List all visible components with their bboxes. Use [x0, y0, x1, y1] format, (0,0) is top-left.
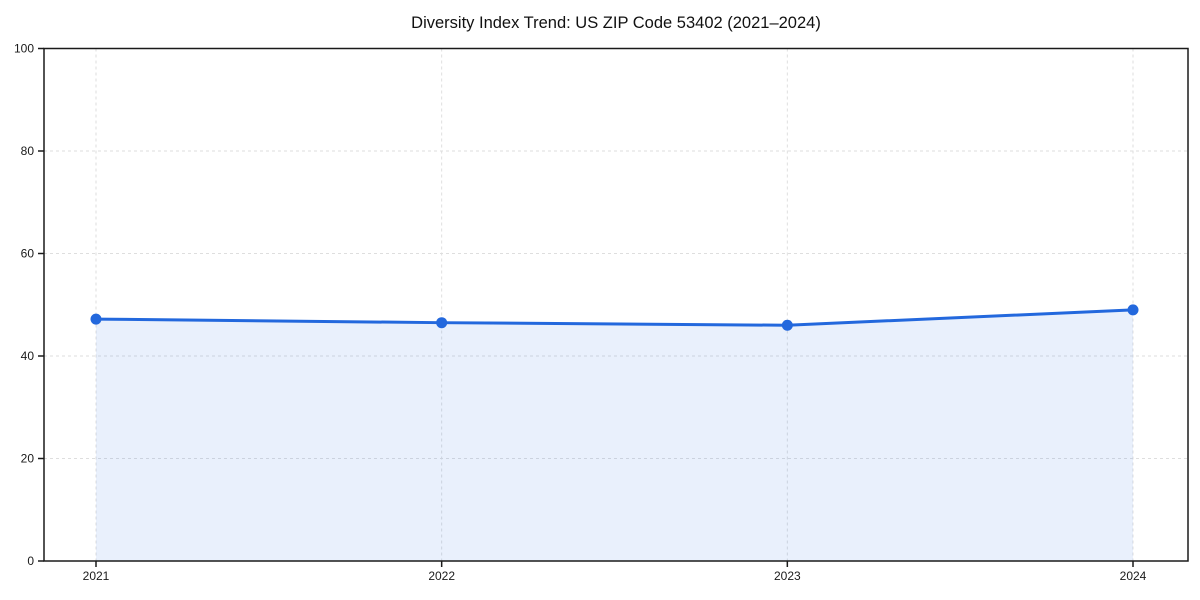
y-tick-label: 0	[27, 554, 34, 568]
x-tick-label: 2023	[774, 569, 801, 583]
y-tick-label: 80	[21, 144, 35, 158]
plot-border	[43, 47, 1189, 562]
area-fill	[96, 309, 1133, 561]
chart-title: Diversity Index Trend: US ZIP Code 53402…	[411, 14, 821, 32]
x-axis-labels: 2021 2022 2023 2024	[83, 569, 1147, 583]
x-tick-label: 2022	[428, 569, 455, 583]
data-point	[781, 319, 793, 331]
plot-frame	[43, 47, 1189, 562]
data-point	[90, 313, 102, 325]
y-tick-label: 20	[21, 452, 35, 466]
data-point	[1127, 304, 1139, 316]
y-tick-label: 100	[14, 42, 34, 56]
y-tick-label: 60	[21, 247, 35, 261]
trend-line-group	[94, 308, 1135, 327]
y-axis-labels: 0 20 40 60 80 100	[14, 42, 34, 569]
trend-line	[94, 308, 1135, 327]
axis-ticks	[38, 47, 1134, 567]
data-points	[90, 304, 1139, 331]
area-group	[96, 309, 1133, 561]
x-tick-label: 2021	[83, 569, 110, 583]
data-point	[436, 317, 448, 329]
x-tick-label: 2024	[1120, 569, 1147, 583]
y-tick-label: 40	[21, 349, 35, 363]
